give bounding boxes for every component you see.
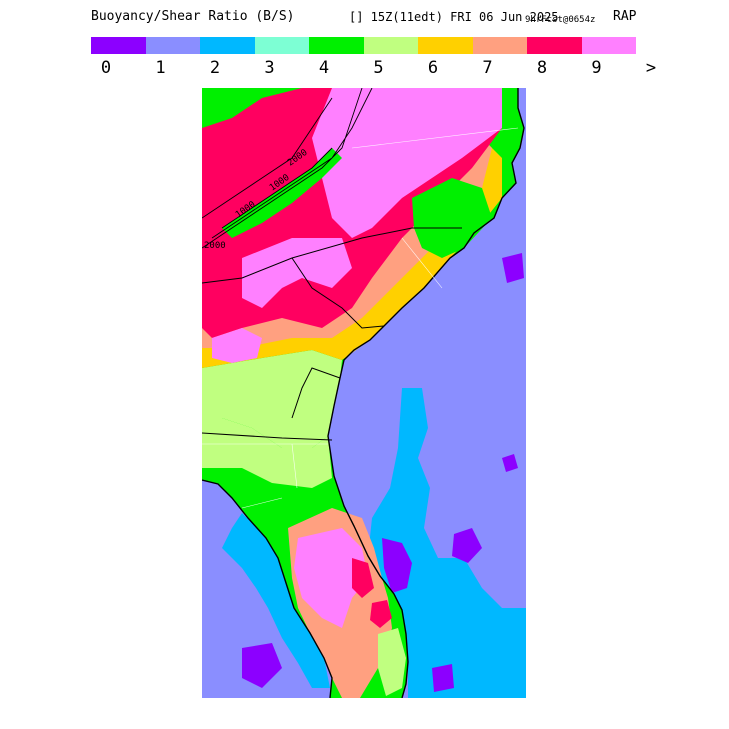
legend-tick-label: 1: [155, 58, 166, 78]
state-lines: [202, 227, 462, 441]
county-lines: [202, 127, 519, 509]
zone-5-florida: [378, 628, 406, 696]
legend-tick-label: 7: [482, 58, 493, 78]
gulf-coastline: [202, 479, 333, 698]
zone-5: [202, 350, 342, 448]
title-valid-time: [] 15Z(11edt) FRI 06 Jun 2025: [349, 10, 559, 24]
legend-swatch: [145, 37, 200, 54]
legend-tick-label: 3: [264, 58, 275, 78]
color-legend: [91, 37, 636, 54]
legend-tick-label: 0: [100, 58, 112, 78]
title-forecast-hour: 9hrFcst@0654z: [525, 15, 596, 25]
legend-tick-label: 4: [318, 58, 330, 78]
chart-title: Buoyancy/Shear Ratio (B/S) [] 15Z(11edt)…: [91, 8, 651, 26]
map-panel: 1000 1000 2000 2000: [202, 88, 526, 698]
lake-okeechobee: [370, 600, 392, 628]
legend-swatch: [200, 37, 255, 54]
legend-swatch: [418, 37, 473, 54]
legend-tick-labels: 0 1 2 3 4 5 6 7 8 9 >: [91, 58, 656, 80]
zone-4-nc: [412, 178, 492, 258]
zone-9-south: [212, 328, 262, 363]
legend-swatch: [91, 37, 146, 54]
legend-tick-label: 9: [591, 58, 602, 78]
title-model: RAP: [613, 9, 637, 24]
legend-swatch: [309, 37, 364, 54]
zone-9-north: [312, 88, 502, 238]
gulf-shallow: [222, 513, 330, 688]
legend-swatch: [472, 37, 527, 54]
contour-lines: [202, 88, 373, 249]
coastline: [327, 88, 525, 698]
zone-9-florida: [294, 528, 368, 628]
zone-9-west: [242, 238, 352, 308]
legend-tick-label: 5: [373, 58, 384, 78]
legend-swatch: [527, 37, 582, 54]
legend-swatch: [254, 37, 309, 54]
legend-tick-label: 6: [427, 58, 439, 78]
legend-swatch: [363, 37, 418, 54]
legend-swatch: [581, 37, 636, 54]
zone-0-patches: [242, 253, 524, 692]
legend-tick-label: 8: [536, 58, 548, 78]
title-product: Buoyancy/Shear Ratio (B/S): [91, 9, 295, 24]
zone-8-florida: [352, 558, 374, 598]
atlantic-shallow: [368, 388, 526, 698]
legend-tick-label: >: [645, 58, 657, 78]
contour-label: 2000: [204, 241, 226, 251]
legend-tick-label: 2: [209, 58, 221, 78]
zone-4-ridge: [222, 148, 342, 238]
